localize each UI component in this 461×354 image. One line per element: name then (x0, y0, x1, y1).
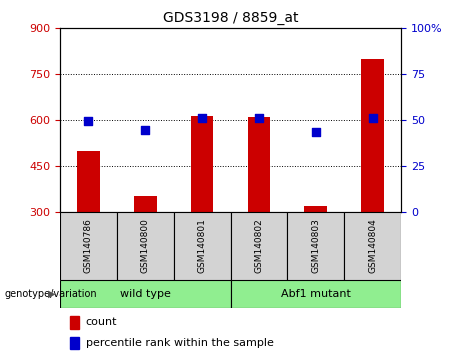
Bar (70, 337, 79, 349)
Text: GSM140801: GSM140801 (198, 218, 207, 274)
Text: count: count (85, 317, 117, 327)
Bar (60, 212, 117, 280)
Bar (77, 151, 100, 212)
Text: Abf1 mutant: Abf1 mutant (281, 289, 351, 299)
Bar (248, 117, 270, 212)
Point (198, 115, 206, 120)
Point (142, 128, 149, 133)
Point (255, 115, 263, 120)
Text: ▶: ▶ (48, 289, 55, 299)
Text: GSM140804: GSM140804 (368, 219, 377, 273)
Point (85, 119, 92, 124)
Point (312, 130, 319, 135)
Bar (134, 196, 157, 212)
Title: GDS3198 / 8859_at: GDS3198 / 8859_at (163, 11, 298, 24)
Text: genotype/variation: genotype/variation (5, 289, 97, 299)
Bar (230, 212, 287, 280)
Bar (174, 212, 230, 280)
Text: percentile rank within the sample: percentile rank within the sample (85, 338, 273, 348)
Bar (344, 212, 401, 280)
Bar (191, 116, 213, 212)
Text: wild type: wild type (120, 289, 171, 299)
Bar (361, 59, 384, 212)
Bar (117, 212, 174, 280)
Bar (304, 206, 327, 212)
Bar (230, 280, 401, 308)
Text: GSM140803: GSM140803 (311, 218, 320, 274)
Text: GSM140802: GSM140802 (254, 219, 263, 273)
Bar (287, 212, 344, 280)
Bar (60, 280, 230, 308)
Point (369, 115, 376, 120)
Text: GSM140786: GSM140786 (84, 218, 93, 274)
Text: GSM140800: GSM140800 (141, 218, 150, 274)
Bar (70, 316, 79, 329)
